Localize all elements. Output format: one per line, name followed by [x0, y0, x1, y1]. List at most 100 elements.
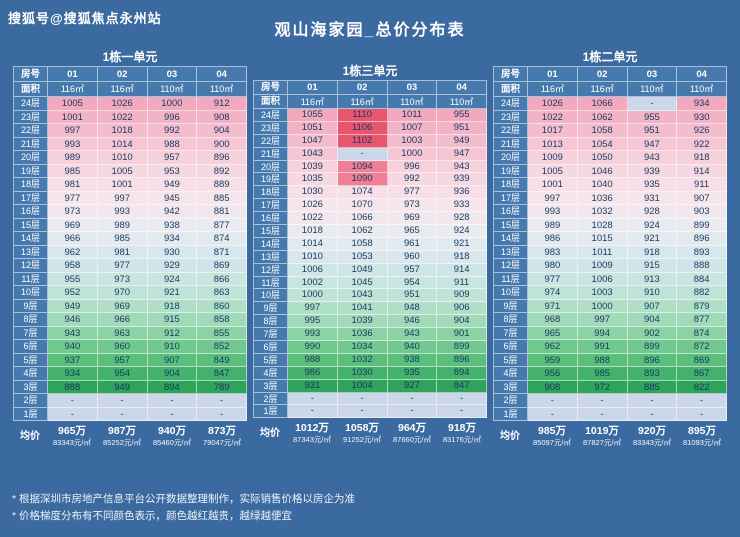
price-cell: 969: [48, 218, 98, 232]
price-cell: 908: [197, 110, 247, 124]
price-cell: 910: [627, 286, 678, 300]
price-cell: 894: [437, 366, 487, 380]
price-cell: 985: [577, 367, 628, 381]
price-cell: 1047: [288, 134, 338, 148]
price-cell: 973: [48, 205, 98, 219]
price-cell: 1005: [97, 164, 148, 178]
floor-label: 23层: [14, 110, 48, 124]
price-cell: 986: [288, 366, 338, 380]
price-cell: -: [528, 407, 578, 421]
price-cell: 1054: [577, 137, 628, 151]
price-cell: 906: [437, 302, 487, 316]
price-cell: 893: [677, 245, 727, 259]
price-cell: 969: [97, 299, 148, 313]
price-cell: 943: [437, 160, 487, 174]
price-cell: 893: [627, 367, 678, 381]
area-value: 116㎡: [337, 95, 388, 109]
price-cell: 901: [437, 328, 487, 342]
price-cell: 1043: [288, 147, 338, 161]
price-cell: 907: [147, 353, 198, 367]
price-cell: 855: [197, 326, 247, 340]
price-cell: 947: [437, 147, 487, 161]
price-cell: 1039: [288, 160, 338, 174]
area-value: 116㎡: [528, 82, 578, 97]
price-cell: 904: [437, 315, 487, 329]
price-cell: 1066: [337, 212, 388, 226]
avg-label: 均价: [260, 428, 280, 440]
avg-unit-price: 83343元/㎡: [53, 438, 91, 447]
floor-label: 9层: [14, 299, 48, 313]
price-cell: 936: [437, 186, 487, 200]
floor-label: 21层: [494, 137, 528, 151]
price-cell: 931: [288, 379, 338, 393]
area-header: 面积: [14, 82, 48, 97]
avg-unit-price: 79047元/㎡: [203, 438, 241, 447]
price-cell: 881: [197, 205, 247, 219]
price-cell: 1106: [337, 121, 388, 135]
price-cell: 938: [147, 218, 198, 232]
price-cell: 937: [48, 353, 98, 367]
price-cell: 918: [627, 245, 678, 259]
floor-label: 11层: [254, 276, 288, 290]
price-cell: 940: [387, 341, 438, 354]
room-no-header: 房号: [494, 67, 528, 82]
price-cell: 1041: [337, 302, 388, 316]
price-cell: 896: [437, 353, 487, 367]
floor-label: 8层: [14, 313, 48, 327]
price-cell: 869: [677, 353, 727, 367]
price-cell: 992: [387, 173, 438, 187]
price-cell: 899: [677, 218, 727, 232]
price-cell: 1043: [337, 289, 388, 303]
price-cell: -: [48, 394, 98, 408]
price-cell: 939: [437, 173, 487, 187]
price-cell: 921: [147, 286, 198, 300]
unit-table-1: 1栋一单元 房号 01 02 03 04 面积 116㎡ 116㎡ 110㎡ 110㎡ 24层 100…: [13, 48, 247, 450]
floor-label: 8层: [254, 315, 288, 329]
price-cell: 934: [147, 232, 198, 246]
price-grid: 房号 01 02 03 04 面积 116㎡ 116㎡ 110㎡ 110㎡ 24层 1055 1110 1…: [253, 80, 487, 419]
price-cell: 918: [677, 151, 727, 165]
price-cell: 980: [528, 259, 578, 273]
price-cell: 985: [48, 164, 98, 178]
price-cell: -: [197, 394, 247, 408]
room-no-header: 房号: [14, 67, 48, 82]
price-cell: 957: [97, 353, 148, 367]
page-title: 观山海家园_总价分布表: [274, 22, 466, 39]
price-cell: -: [337, 405, 388, 419]
price-cell: 904: [147, 367, 198, 381]
avg-unit-price: 87827元/㎡: [583, 438, 621, 447]
room-col-header: 04: [197, 67, 247, 82]
room-col-header: 01: [528, 67, 578, 82]
floor-label: 16层: [494, 205, 528, 219]
price-cell: 822: [677, 380, 727, 394]
price-cell: 1110: [337, 109, 388, 122]
avg-unit-price: 83343元/㎡: [633, 438, 671, 447]
price-grid: 房号 01 02 03 04 面积 116㎡ 116㎡ 110㎡ 110㎡ 24层 1026 1066-…: [493, 66, 727, 421]
price-cell: 931: [627, 191, 678, 205]
tables-row: 1栋一单元 房号 01 02 03 04 面积 116㎡ 116㎡ 110㎡ 110㎡ 24层 100…: [13, 48, 727, 450]
room-no-header: 房号: [254, 81, 288, 95]
avg-unit-price: 85097元/㎡: [533, 438, 571, 447]
price-cell: -: [577, 407, 628, 421]
price-cell: 896: [627, 353, 678, 367]
price-cell: 1000: [147, 97, 198, 111]
price-cell: 885: [197, 191, 247, 205]
price-cell: 993: [288, 328, 338, 342]
price-cell: 930: [677, 110, 727, 124]
area-value: 110㎡: [147, 82, 198, 97]
price-cell: 997: [97, 191, 148, 205]
floor-label: 5层: [14, 353, 48, 367]
floor-label: 4层: [14, 367, 48, 381]
price-cell: 1005: [48, 97, 98, 111]
footnote-source: * 根据深圳市房地产信息平台公开数据整理制作，实际销售价格以房企为准: [12, 493, 356, 505]
price-cell: 946: [387, 315, 438, 329]
price-cell: 884: [677, 272, 727, 286]
price-cell: 1017: [528, 124, 578, 138]
floor-label: 20层: [14, 151, 48, 165]
avg-unit-price: 91252元/㎡: [343, 435, 381, 445]
price-cell: -: [288, 392, 338, 406]
price-cell: 1018: [97, 124, 148, 138]
price-cell: 911: [677, 178, 727, 192]
price-cell: -: [627, 407, 678, 421]
floor-label: 22层: [254, 134, 288, 148]
